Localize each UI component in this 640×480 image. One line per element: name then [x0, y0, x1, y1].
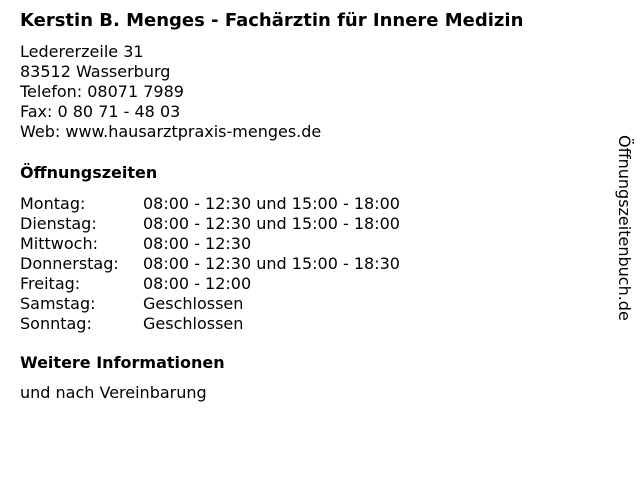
day-label: Samstag: — [20, 294, 96, 313]
info-text: und nach Vereinbarung — [20, 383, 207, 402]
city: 83512 Wasserburg — [20, 62, 171, 81]
time-value: Geschlossen — [143, 294, 244, 313]
time-value: 08:00 - 12:30 und 15:00 - 18:30 — [143, 254, 400, 273]
day-label: Sonntag: — [20, 314, 92, 333]
info-heading: Weitere Informationen — [20, 353, 225, 372]
time-value: 08:00 - 12:30 und 15:00 - 18:00 — [143, 194, 400, 213]
hours-row: Dienstag: 08:00 - 12:30 und 15:00 - 18:00 — [20, 214, 400, 234]
day-label: Donnerstag: — [20, 254, 119, 273]
day-label: Dienstag: — [20, 214, 97, 233]
time-value: 08:00 - 12:00 — [143, 274, 252, 293]
street: Ledererzeile 31 — [20, 42, 144, 61]
hours-row: Sonntag: Geschlossen — [20, 314, 400, 334]
time-value: Geschlossen — [143, 314, 244, 333]
day-label: Montag: — [20, 194, 86, 213]
day-label: Freitag: — [20, 274, 81, 293]
address-block: Ledererzeile 31 83512 Wasserburg Telefon… — [20, 42, 321, 142]
phone: Telefon: 08071 7989 — [20, 82, 184, 101]
hours-row: Mittwoch: 08:00 - 12:30 — [20, 234, 400, 254]
hours-row: Donnerstag: 08:00 - 12:30 und 15:00 - 18:… — [20, 254, 400, 274]
hours-row: Samstag: Geschlossen — [20, 294, 400, 314]
hours-table: Montag: 08:00 - 12:30 und 15:00 - 18:00 Di… — [20, 194, 400, 334]
watermark-text: Öffnungszeitenbuch.de — [615, 135, 634, 321]
time-value: 08:00 - 12:30 — [143, 234, 252, 253]
page-title: Kerstin B. Menges - Fachärztin für Inner… — [20, 10, 524, 31]
hours-row: Montag: 08:00 - 12:30 und 15:00 - 18:00 — [20, 194, 400, 214]
hours-heading: Öffnungszeiten — [20, 163, 158, 182]
time-value: 08:00 - 12:30 und 15:00 - 18:00 — [143, 214, 400, 233]
fax: Fax: 0 80 71 - 48 03 — [20, 102, 181, 121]
hours-row: Freitag: 08:00 - 12:00 — [20, 274, 400, 294]
website: Web: www.hausarztpraxis-menges.de — [20, 122, 322, 141]
day-label: Mittwoch: — [20, 234, 98, 253]
